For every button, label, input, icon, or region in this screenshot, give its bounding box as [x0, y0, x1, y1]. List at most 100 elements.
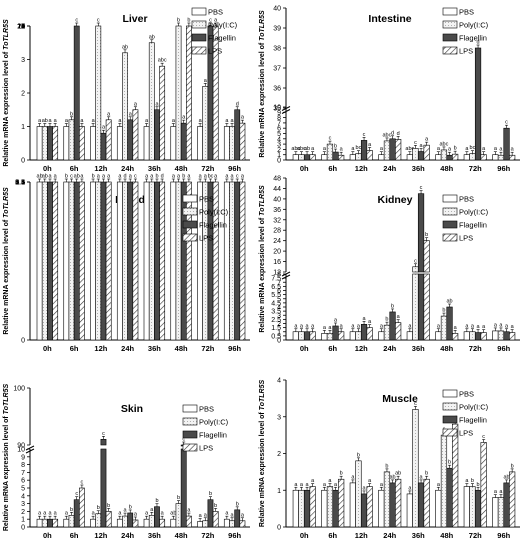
legend-label: Poly(I:C): [199, 208, 229, 217]
significance-letter: a: [334, 317, 338, 323]
y-tick-label: 40: [273, 6, 281, 13]
y-tick-label: 12: [17, 24, 25, 31]
bar-pbs: [349, 331, 356, 341]
bar-flagellin-upper: [100, 438, 107, 446]
x-tick-label: 6h: [328, 531, 337, 540]
bar-lps: [395, 139, 402, 161]
significance-letter: a: [437, 323, 441, 329]
significance-letter: c: [75, 18, 78, 24]
significance-letter: a: [334, 482, 338, 488]
significance-letter: a: [231, 174, 235, 180]
chart-liver: 012345678910111213141516171819202122Rela…: [3, 8, 250, 173]
significance-letter: d: [161, 174, 164, 180]
significance-letter: a: [54, 511, 58, 517]
significance-letter: b: [187, 18, 190, 24]
significance-letter: b: [92, 174, 95, 180]
x-tick-label: 12h: [94, 344, 107, 353]
significance-letter: b: [334, 144, 337, 150]
bar-pbs: [63, 518, 70, 528]
bar-polyic: [469, 153, 476, 161]
y-tick-label: 7.5: [271, 276, 281, 283]
y-tick-label: 7: [277, 120, 281, 127]
significance-letter: c: [329, 136, 332, 142]
significance-letter: b: [454, 146, 457, 152]
y-tick-label: 0.5: [271, 333, 281, 340]
bar-lps: [338, 154, 345, 161]
significance-letter: c: [75, 491, 78, 497]
x-tick-label: 12h: [94, 164, 107, 173]
bar-flagellin: [389, 482, 396, 528]
significance-letter: d: [397, 131, 400, 137]
bar-lps: [309, 486, 316, 528]
bar-flagellin: [332, 489, 339, 528]
bar-lps: [309, 154, 316, 161]
y-tick-label: 20: [17, 24, 25, 31]
legend-label: PBS: [199, 405, 214, 414]
legend-swatch: [442, 402, 458, 411]
x-tick-label: 24h: [383, 344, 396, 353]
bar-polyic: [229, 520, 235, 528]
x-tick-label: 48h: [440, 344, 453, 353]
y-tick-label: 36: [273, 86, 281, 93]
bar-lps: [79, 181, 85, 341]
significance-letter: a: [328, 325, 332, 331]
significance-letter: a: [511, 324, 515, 330]
x-tick-label: 6h: [70, 344, 79, 353]
bar-pbs: [378, 331, 385, 341]
significance-letter: d: [477, 40, 480, 46]
bar-lps: [309, 331, 316, 341]
x-tick-label: 96h: [497, 531, 510, 540]
bar-polyic: [41, 126, 48, 161]
y-tick-label: 37: [273, 66, 281, 73]
bar-flagellin: [127, 119, 134, 161]
significance-letter: ab: [149, 34, 155, 40]
bar-pbs: [90, 181, 96, 341]
significance-letter: a: [340, 147, 344, 153]
bar-pbs: [463, 331, 470, 341]
x-tick-label: 36h: [412, 344, 425, 353]
bar-flagellin: [154, 109, 160, 161]
y-tick-label: 10: [273, 105, 281, 112]
bar-pbs: [170, 181, 177, 341]
bar-pbs: [143, 518, 150, 528]
chart-title: Kidney: [377, 194, 412, 206]
y-tick-label: 6: [21, 24, 25, 31]
bar-pbs: [492, 330, 499, 341]
bar-flagellin: [73, 181, 80, 341]
significance-letter: b: [182, 174, 185, 180]
significance-letter: bc: [356, 145, 362, 151]
significance-letter: ab: [304, 146, 310, 152]
significance-letter: b: [425, 232, 428, 238]
bar-pbs: [406, 331, 413, 341]
significance-letter: abc: [158, 58, 167, 64]
legend-swatch: [191, 33, 207, 42]
bar-polyic: [298, 489, 305, 528]
significance-letter: a: [311, 146, 315, 152]
significance-letter: a: [161, 511, 165, 517]
x-tick-label: 6h: [70, 531, 79, 540]
bar-flagellin-lower: [417, 273, 425, 341]
significance-letter: a: [311, 478, 315, 484]
significance-letter: a: [48, 174, 52, 180]
legend-swatch: [442, 7, 458, 16]
significance-letter: c: [102, 431, 105, 437]
significance-letter: a: [129, 174, 133, 180]
bar-flagellin: [234, 509, 241, 528]
significance-letter: a: [294, 323, 298, 329]
significance-letter: a: [231, 118, 235, 124]
y-axis-label: Relative mRNA expression level of ToTLR5…: [3, 384, 10, 532]
significance-letter: a: [92, 511, 96, 517]
bar-polyic: [202, 181, 209, 341]
x-tick-label: 24h: [383, 531, 396, 540]
significance-letter: a: [172, 174, 176, 180]
bar-pbs: [378, 154, 385, 161]
y-tick-label: 7: [21, 470, 25, 477]
significance-letter: b: [477, 482, 480, 488]
significance-letter: a: [155, 101, 159, 107]
y-tick-label: 28: [273, 228, 281, 235]
significance-letter: b: [385, 317, 388, 323]
y-axis-label: Relative mRNA expression level of ToTLR5…: [3, 187, 10, 335]
bar-lps: [79, 487, 85, 528]
x-tick-label: 24h: [121, 164, 134, 173]
significance-letter: c: [97, 18, 100, 24]
